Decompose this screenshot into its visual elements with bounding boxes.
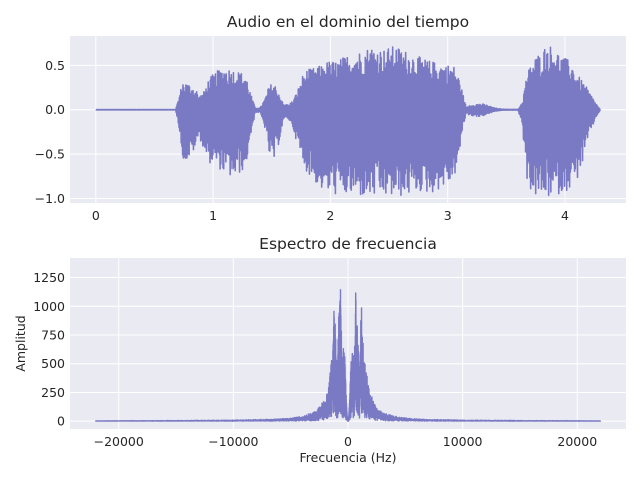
time-domain-plot: −1.0 −0.5 0.0 0.5 0 1 2 3 4 Audio en el dominio… [35, 13, 626, 223]
x-tick-label: 3 [444, 208, 452, 223]
time-x-ticks: 0 1 2 3 4 [92, 208, 569, 223]
y-tick-label: 500 [41, 356, 65, 371]
spectrum-x-axis-label: Frecuencia (Hz) [300, 450, 397, 465]
time-y-ticks: −1.0 −0.5 0.0 0.5 [35, 58, 65, 206]
x-tick-label: −10000 [208, 434, 258, 449]
spectrum-line [95, 289, 601, 422]
y-tick-label: 0 [57, 414, 65, 429]
x-tick-label: −20000 [94, 434, 144, 449]
time-waveform [95, 46, 601, 197]
y-tick-label: 750 [41, 327, 65, 342]
y-tick-label: −1.0 [35, 191, 65, 206]
x-tick-label: 2 [326, 208, 334, 223]
y-tick-label: −0.5 [35, 147, 65, 162]
spectrum-x-ticks: −20000 −10000 0 10000 20000 [94, 434, 598, 449]
spectrum-plot-title: Espectro de frecuencia [259, 235, 437, 253]
x-tick-label: 10000 [443, 434, 483, 449]
y-tick-label: 0.5 [45, 58, 65, 73]
time-plot-title: Audio en el dominio del tiempo [227, 13, 469, 31]
waveform-line [95, 46, 601, 197]
y-tick-label: 1000 [33, 299, 65, 314]
x-tick-label: 20000 [557, 434, 597, 449]
x-tick-label: 0 [344, 434, 352, 449]
spectrum-y-axis-label: Amplitud [13, 315, 28, 371]
y-tick-label: 1250 [33, 270, 65, 285]
spectrum-y-ticks: 0 250 500 750 1000 1250 [33, 270, 65, 429]
y-tick-label: 250 [41, 385, 65, 400]
x-tick-label: 1 [209, 208, 217, 223]
frequency-spectrum-plot: 0 250 500 750 1000 1250 −20000 −10000 0 10000 200… [13, 235, 626, 465]
spectrum-trace [95, 289, 601, 422]
x-tick-label: 4 [561, 208, 569, 223]
y-tick-label: 0.0 [45, 102, 65, 117]
x-tick-label: 0 [92, 208, 100, 223]
